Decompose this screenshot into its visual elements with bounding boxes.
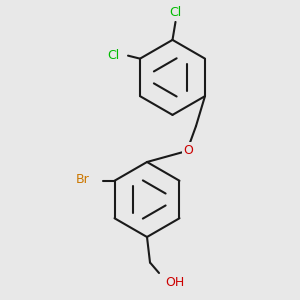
Text: Cl: Cl — [107, 49, 119, 62]
Text: OH: OH — [165, 275, 184, 289]
Text: Br: Br — [75, 173, 89, 186]
Text: Cl: Cl — [169, 6, 181, 20]
Text: O: O — [184, 144, 194, 157]
